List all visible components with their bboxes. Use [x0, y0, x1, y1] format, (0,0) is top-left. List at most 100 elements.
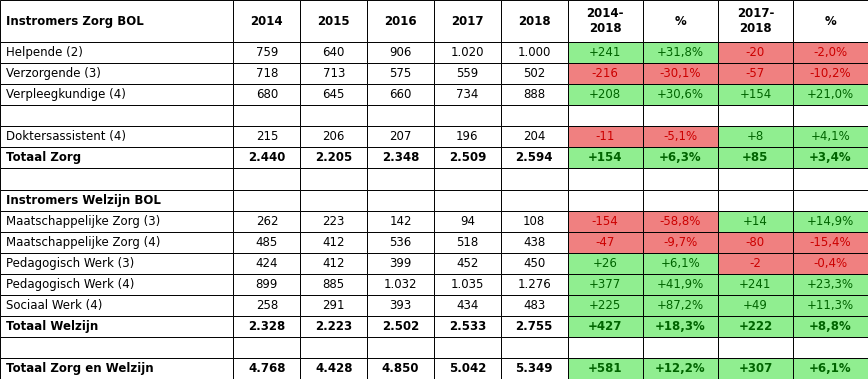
Text: -5,1%: -5,1% [663, 130, 697, 143]
Bar [0, 0, 233, 42]
Text: 2018: 2018 [518, 14, 550, 28]
Bar [568, 63, 643, 84]
Bar [233, 63, 300, 84]
Text: +4,1%: +4,1% [811, 130, 851, 143]
Bar [0, 253, 233, 274]
Bar [501, 295, 568, 316]
Bar [568, 211, 643, 232]
Bar [793, 0, 868, 42]
Bar [434, 105, 501, 126]
Bar [718, 358, 793, 379]
Text: +18,3%: +18,3% [655, 320, 706, 333]
Text: 502: 502 [523, 67, 545, 80]
Bar [568, 253, 643, 274]
Text: 393: 393 [390, 299, 411, 312]
Text: +241: +241 [740, 278, 772, 291]
Text: +222: +222 [739, 320, 773, 333]
Bar [501, 190, 568, 211]
Text: 1.276: 1.276 [517, 278, 551, 291]
Bar [0, 232, 233, 253]
Bar [501, 42, 568, 63]
Bar [643, 0, 718, 42]
Text: 204: 204 [523, 130, 545, 143]
Bar [718, 147, 793, 168]
Bar [793, 63, 868, 84]
Text: 2.440: 2.440 [248, 152, 286, 164]
Text: %: % [674, 14, 687, 28]
Bar [501, 316, 568, 337]
Text: 2.205: 2.205 [315, 152, 352, 164]
Text: -11: -11 [595, 130, 615, 143]
Text: Pedagogisch Werk (3): Pedagogisch Werk (3) [6, 257, 135, 270]
Text: 452: 452 [457, 257, 478, 270]
Text: 412: 412 [323, 257, 345, 270]
Text: Verzorgende (3): Verzorgende (3) [6, 67, 101, 80]
Bar [300, 126, 367, 147]
Bar [793, 105, 868, 126]
Bar [300, 337, 367, 358]
Text: 4.428: 4.428 [315, 362, 352, 375]
Bar [0, 126, 233, 147]
Bar [233, 316, 300, 337]
Bar [300, 0, 367, 42]
Bar [233, 337, 300, 358]
Bar [568, 84, 643, 105]
Text: 660: 660 [390, 88, 411, 101]
Bar [718, 63, 793, 84]
Text: +6,1%: +6,1% [809, 362, 852, 375]
Bar [0, 190, 233, 211]
Text: +11,3%: +11,3% [807, 299, 854, 312]
Bar [568, 316, 643, 337]
Bar [367, 295, 434, 316]
Bar [793, 168, 868, 190]
Bar [501, 168, 568, 190]
Text: +12,2%: +12,2% [655, 362, 706, 375]
Bar [367, 211, 434, 232]
Bar [718, 0, 793, 42]
Text: 536: 536 [390, 236, 411, 249]
Bar [434, 295, 501, 316]
Text: 1.032: 1.032 [384, 278, 418, 291]
Text: 5.042: 5.042 [449, 362, 486, 375]
Text: 4.850: 4.850 [382, 362, 419, 375]
Text: 2.348: 2.348 [382, 152, 419, 164]
Bar [793, 126, 868, 147]
Bar [0, 105, 233, 126]
Text: 2014: 2014 [251, 14, 283, 28]
Text: 450: 450 [523, 257, 545, 270]
Bar [367, 274, 434, 295]
Text: Pedagogisch Werk (4): Pedagogisch Werk (4) [6, 278, 135, 291]
Bar [643, 232, 718, 253]
Bar [233, 105, 300, 126]
Bar [367, 316, 434, 337]
Text: 899: 899 [256, 278, 278, 291]
Bar [643, 105, 718, 126]
Bar [434, 274, 501, 295]
Text: +30,6%: +30,6% [657, 88, 704, 101]
Text: +307: +307 [739, 362, 773, 375]
Bar [568, 126, 643, 147]
Text: -58,8%: -58,8% [660, 215, 701, 227]
Bar [233, 168, 300, 190]
Bar [718, 105, 793, 126]
Bar [793, 337, 868, 358]
Bar [367, 105, 434, 126]
Bar [233, 211, 300, 232]
Bar [233, 358, 300, 379]
Bar [793, 232, 868, 253]
Text: -15,4%: -15,4% [810, 236, 852, 249]
Text: 483: 483 [523, 299, 545, 312]
Bar [434, 232, 501, 253]
Bar [434, 337, 501, 358]
Bar [233, 0, 300, 42]
Text: 142: 142 [390, 215, 411, 227]
Bar [233, 84, 300, 105]
Bar [501, 126, 568, 147]
Bar [367, 337, 434, 358]
Text: 434: 434 [457, 299, 478, 312]
Text: -57: -57 [746, 67, 765, 80]
Text: Totaal Zorg: Totaal Zorg [6, 152, 82, 164]
Bar [718, 84, 793, 105]
Bar [367, 168, 434, 190]
Text: +427: +427 [588, 320, 622, 333]
